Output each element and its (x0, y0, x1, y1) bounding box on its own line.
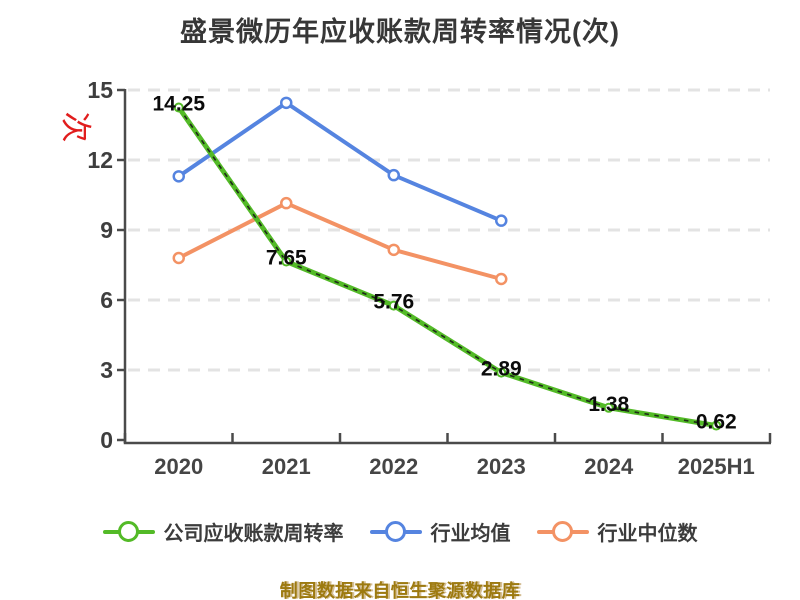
legend-marker-company-icon (102, 520, 155, 543)
data-point-industry-average-2022 (387, 168, 400, 182)
x-tick-label: 2022 (369, 454, 418, 479)
value-label: 1.38 (588, 393, 629, 416)
x-tick-label: 2024 (584, 454, 634, 479)
legend-label: 行业均值 (430, 523, 511, 545)
legend-label: 公司应收账款周转率 (163, 523, 344, 545)
x-tick-label: 2021 (262, 454, 311, 479)
value-label: 14.25 (152, 93, 205, 116)
legend-marker-industry-average-icon (369, 520, 422, 543)
y-tick-label: 6 (100, 287, 113, 313)
legend-item-company-turnover[interactable]: 公司应收账款周转率 (102, 517, 344, 546)
value-label: 5.76 (373, 291, 414, 314)
value-label: 2.89 (481, 358, 522, 381)
watermark-source-text: 制图数据来自恒生聚源数据库 (279, 581, 521, 600)
data-point-company-turnover-2025H1 (711, 420, 722, 431)
value-label: 7.65 (266, 247, 307, 270)
data-point-company-turnover-2022 (388, 300, 399, 311)
line-industry-average (176, 100, 504, 223)
data-point-industry-median-2021 (280, 196, 293, 210)
legend-marker-industry-median-icon (536, 520, 589, 543)
data-point-company-turnover-2021 (281, 256, 292, 267)
line-industry-median (176, 201, 504, 281)
legend-label: 行业中位数 (597, 523, 698, 545)
x-tick-label: 2025H1 (678, 454, 755, 479)
line-company-turnover-dash-overlay (178, 107, 717, 427)
x-tick-label: 2023 (477, 454, 526, 479)
x-tick-label: 2020 (154, 454, 203, 479)
data-point-industry-average-2020 (172, 170, 185, 183)
data-point-industry-median-2023 (495, 272, 508, 286)
legend-item-industry-average[interactable]: 行业均值 (369, 517, 511, 546)
line-company-turnover (176, 105, 719, 429)
data-point-company-turnover-2024 (603, 402, 614, 413)
data-point-industry-median-2020 (172, 251, 185, 265)
y-tick-label: 3 (100, 357, 113, 383)
y-tick-label: 15 (87, 77, 113, 103)
data-point-industry-average-2023 (495, 214, 508, 227)
legend-item-industry-median[interactable]: 行业中位数 (536, 517, 698, 546)
turnover-line-chart: 0 3 6 9 12 15 2020 2021 2022 2023 2024 2025H1 14.25 7… (87, 77, 772, 479)
data-point-company-turnover-2023 (496, 367, 507, 378)
y-tick-label: 0 (100, 427, 113, 453)
y-tick-label: 12 (87, 147, 113, 173)
chart-title: 盛景微历年应收账款周转率情况(次) (180, 17, 620, 47)
value-label: 0.62 (696, 411, 737, 434)
data-point-industry-average-2021 (280, 96, 293, 110)
y-tick-label: 9 (100, 217, 113, 243)
data-point-company-turnover-2020 (173, 102, 184, 113)
data-point-industry-median-2022 (387, 243, 400, 257)
legend: 公司应收账款周转率 行业均值 行业中位数 (0, 517, 800, 546)
